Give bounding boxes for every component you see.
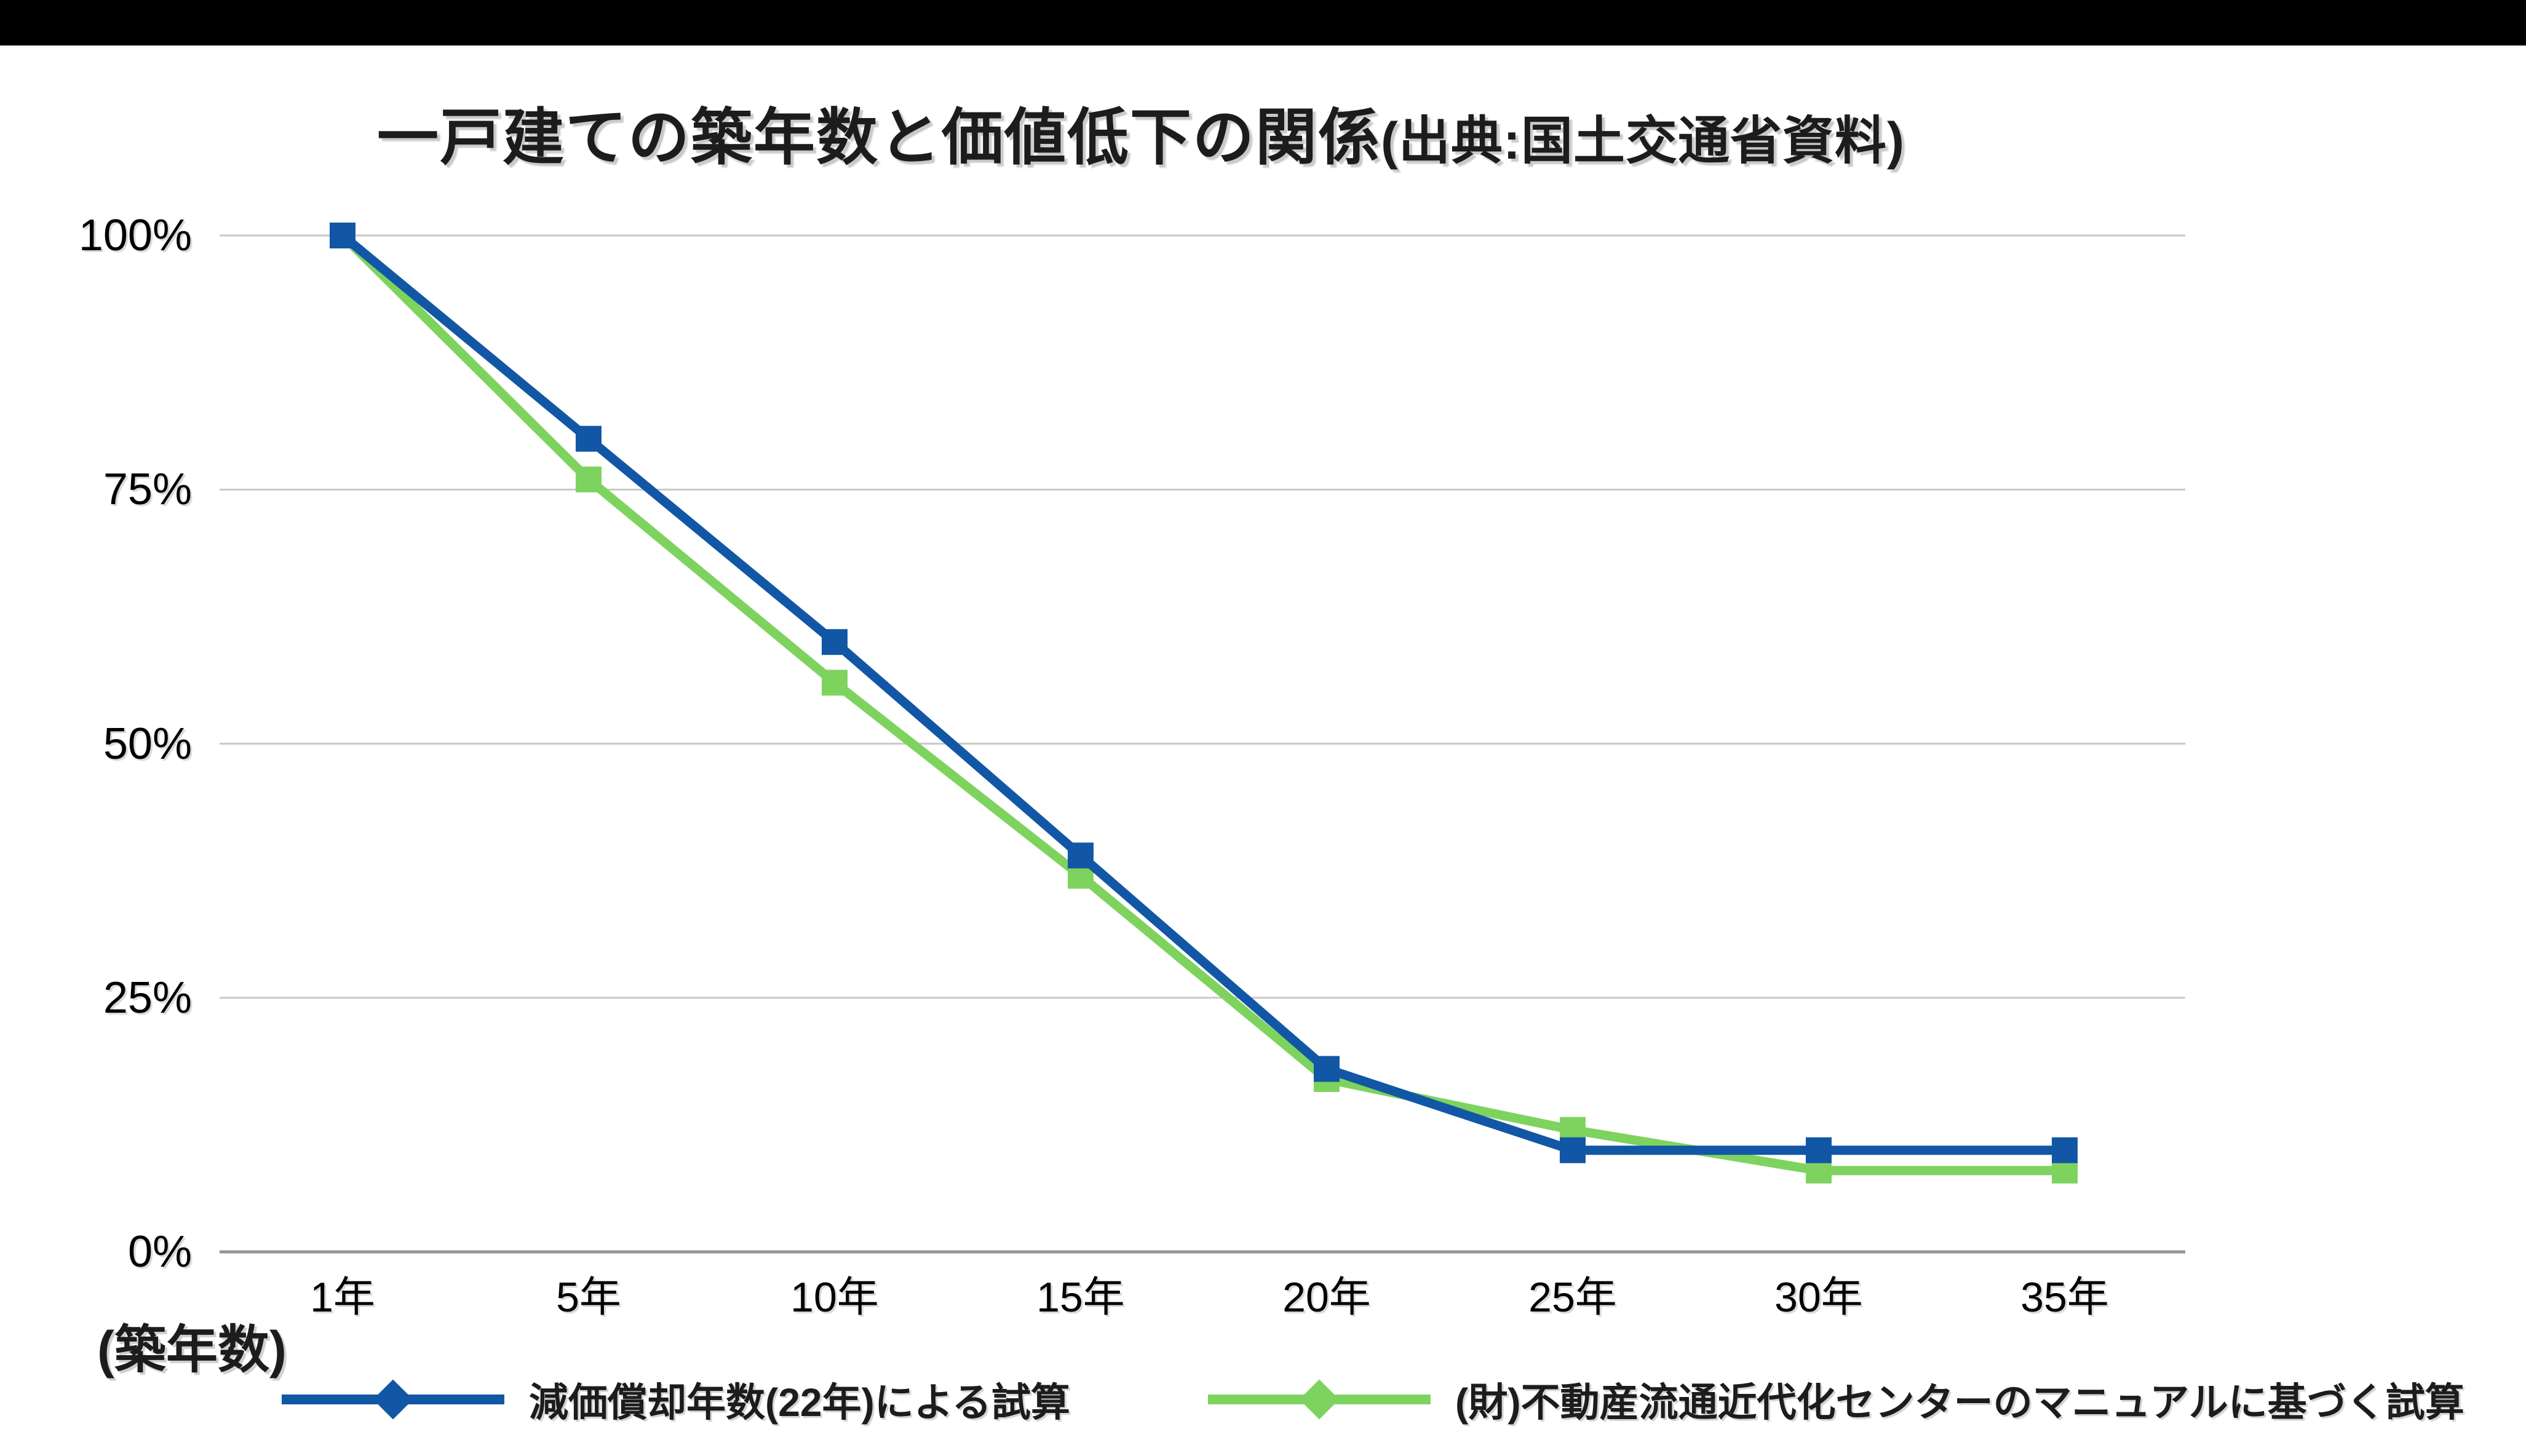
x-axis-tick-label: 20年 — [1282, 1274, 1371, 1321]
legend-line-green — [1208, 1379, 1431, 1420]
y-axis-tick-label: 50% — [103, 719, 192, 769]
legend-label-depreciation: 減価償却年数(22年)による試算 — [529, 1380, 1070, 1425]
y-axis-tick-label: 25% — [103, 973, 192, 1023]
legend-item-depreciation: 減価償却年数(22年)による試算 — [282, 1369, 1070, 1430]
y-axis-tick-label: 75% — [103, 465, 192, 515]
data-point-marker — [1560, 1137, 1586, 1163]
x-axis-tick-label: 5年 — [556, 1274, 621, 1321]
legend-label-manual: (財)不動産流通近代化センターのマニュアルに基づく試算 — [1455, 1380, 2464, 1425]
diamond-marker-icon — [1299, 1379, 1340, 1420]
data-point-marker — [576, 466, 602, 493]
x-axis-unit-label: (築年数) — [97, 1321, 287, 1379]
chart-title-source: (出典:国土交通省資料) — [1381, 112, 1905, 170]
data-point-marker — [1314, 1056, 1340, 1082]
data-point-marker — [576, 425, 602, 452]
series-line-1 — [339, 232, 2065, 1176]
chart-title: 一戸建ての築年数と価値低下の関係(出典:国土交通省資料) — [123, 87, 2159, 176]
data-point-marker — [330, 223, 355, 248]
legend-item-manual: (財)不動産流通近代化センターのマニュアルに基づく試算 — [1208, 1369, 2464, 1430]
series-line-0 — [340, 232, 2065, 1155]
chart-title-main: 一戸建ての築年数と価値低下の関係 — [377, 103, 1381, 172]
data-point-marker — [1806, 1137, 1832, 1163]
top-black-bar — [0, 0, 2526, 46]
x-axis-tick-label: 25年 — [1528, 1274, 1617, 1321]
diamond-marker-icon — [373, 1379, 413, 1420]
x-axis-tick-label: 1年 — [310, 1274, 375, 1321]
legend-line-blue — [282, 1379, 504, 1420]
x-axis-tick-label: 30年 — [1774, 1274, 1863, 1321]
y-axis-tick-label: 0% — [127, 1227, 192, 1276]
x-axis-tick-label: 10年 — [790, 1274, 879, 1321]
data-point-marker — [2052, 1137, 2078, 1163]
x-axis-tick-label: 15年 — [1036, 1274, 1125, 1321]
x-axis-tick-label: 35年 — [2020, 1274, 2109, 1321]
data-point-marker — [1068, 842, 1094, 869]
y-axis-tick-label: 100% — [78, 211, 192, 260]
data-point-marker — [822, 670, 848, 696]
data-point-marker — [822, 629, 848, 655]
